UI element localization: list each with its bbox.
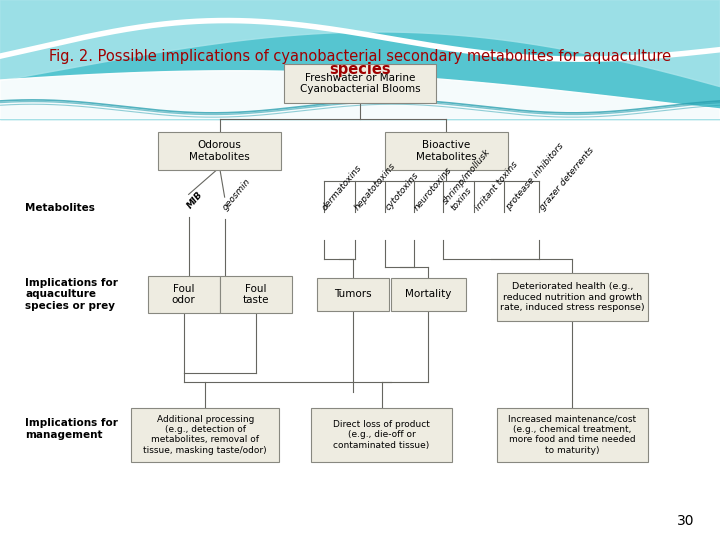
Text: Implications for
management: Implications for management: [25, 418, 118, 440]
Text: 30: 30: [678, 514, 695, 528]
FancyBboxPatch shape: [390, 278, 467, 310]
Text: neurotoxins: neurotoxins: [413, 165, 454, 212]
Text: Foul
taste: Foul taste: [243, 284, 269, 305]
Text: shrimp/mollusk
toxins: shrimp/mollusk toxins: [441, 147, 500, 212]
FancyBboxPatch shape: [131, 408, 279, 462]
FancyBboxPatch shape: [220, 276, 292, 313]
Text: Increased maintenance/cost
(e.g., chemical treatment,
more food and time needed
: Increased maintenance/cost (e.g., chemic…: [508, 415, 636, 455]
FancyBboxPatch shape: [148, 276, 220, 313]
Text: irritant toxins: irritant toxins: [474, 160, 520, 212]
Text: Odorous
Metabolites: Odorous Metabolites: [189, 140, 250, 162]
Text: Implications for
aquaculture
species or prey: Implications for aquaculture species or …: [25, 278, 118, 311]
FancyBboxPatch shape: [497, 408, 648, 462]
Bar: [0, 0, 720, 119]
Polygon shape: [0, 0, 720, 86]
Text: Metabolites: Metabolites: [25, 203, 95, 213]
Bar: [0, 108, 720, 540]
FancyBboxPatch shape: [284, 64, 436, 103]
Polygon shape: [0, 71, 720, 119]
Text: grazer deterrents: grazer deterrents: [539, 146, 596, 212]
Text: hepatotoxins: hepatotoxins: [353, 161, 397, 212]
Text: Freshwater or Marine
Cyanobacterial Blooms: Freshwater or Marine Cyanobacterial Bloo…: [300, 73, 420, 94]
FancyBboxPatch shape: [317, 278, 389, 310]
Text: Tumors: Tumors: [334, 289, 372, 299]
Text: Fig. 2. Possible implications of cyanobacterial secondary metabolites for aquacu: Fig. 2. Possible implications of cyanoba…: [49, 49, 671, 64]
Text: species: species: [329, 62, 391, 77]
Text: protease inhibitors: protease inhibitors: [504, 141, 565, 212]
Text: Additional processing
(e.g., detection of
metabolites, removal of
tissue, maskin: Additional processing (e.g., detection o…: [143, 415, 267, 455]
Text: Foul
odor: Foul odor: [172, 284, 195, 305]
FancyBboxPatch shape: [311, 408, 452, 462]
Text: MIB: MIB: [185, 190, 204, 211]
Text: Deteriorated health (e.g.,
reduced nutrition and growth
rate, induced stress res: Deteriorated health (e.g., reduced nutri…: [500, 282, 644, 312]
Text: Mortality: Mortality: [405, 289, 451, 299]
FancyBboxPatch shape: [497, 273, 648, 321]
Text: dermatoxins: dermatoxins: [320, 163, 364, 212]
FancyBboxPatch shape: [158, 132, 281, 170]
Text: cytotoxins: cytotoxins: [384, 171, 420, 212]
Text: geosmin: geosmin: [220, 177, 252, 212]
Text: Direct loss of product
(e.g., die-off or
contaminated tissue): Direct loss of product (e.g., die-off or…: [333, 420, 430, 450]
FancyBboxPatch shape: [385, 132, 508, 170]
Text: Bioactive
Metabolites: Bioactive Metabolites: [416, 140, 477, 162]
